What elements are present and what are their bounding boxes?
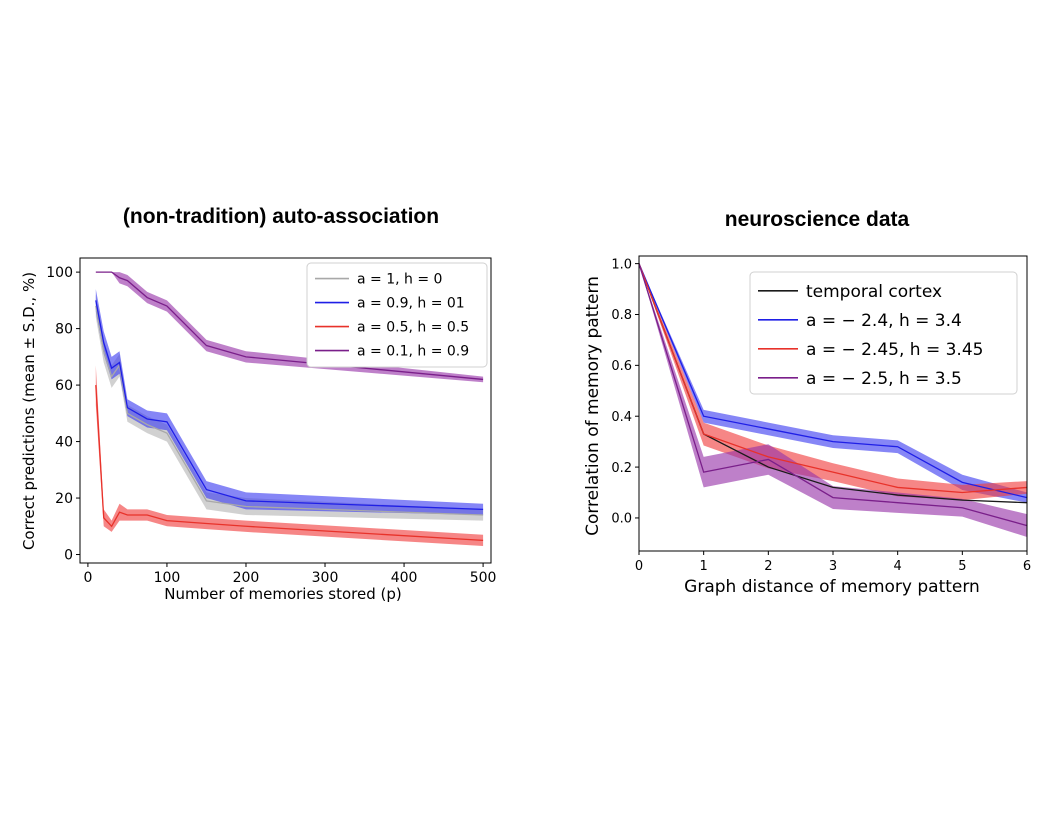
legend-label: a = 0.9, h = 01 [357, 296, 465, 312]
y-tick-label: 60 [55, 378, 73, 394]
x-tick-label: 2 [764, 559, 772, 574]
x-tick-label: 4 [894, 559, 902, 574]
chart-right: neuroscience data 0 1 2 3 4 5 6 0.0 0.2 0.4 0.6 0.8… [583, 208, 1031, 597]
legend-label: a = − 2.45, h = 3.45 [806, 340, 983, 360]
y-tick-label: 20 [55, 491, 73, 507]
y-axis-label: Correlation of memory pattern [583, 276, 603, 536]
legend-label: a = − 2.5, h = 3.5 [806, 369, 962, 389]
x-tick-label: 0 [635, 559, 643, 574]
y-tick-label: 100 [46, 265, 73, 281]
y-tick-label: 0 [64, 548, 73, 564]
series-line-1 [638, 263, 1028, 499]
legend: a = 1, h = 0 a = 0.9, h = 01 a = 0.5, h = … [306, 262, 488, 368]
plot-frame [79, 257, 492, 564]
x-axis-label: Number of memories stored (p) [164, 585, 401, 603]
y-tick-label: 0.2 [611, 461, 632, 476]
series-line-3 [95, 271, 484, 381]
x-tick-label: 400 [391, 570, 418, 586]
x-tick-label: 0 [83, 570, 92, 586]
series-line-1 [95, 300, 484, 510]
y-tick-label: 0.4 [611, 410, 632, 425]
y-tick-label: 0.8 [611, 308, 632, 323]
y-tick-label: 40 [55, 435, 73, 451]
y-tick-label: 0.0 [611, 512, 632, 527]
legend-label: a = 0.1, h = 0.9 [357, 344, 469, 360]
x-tick-label: 200 [233, 570, 260, 586]
x-tick-label: 500 [470, 570, 497, 586]
x-tick-label: 5 [958, 559, 966, 574]
chart-title: neuroscience data [725, 208, 910, 231]
chart-left: (non-tradition) auto-association 0 100 200… [20, 205, 496, 603]
series-line-3 [638, 263, 1028, 527]
chart-title: (non-tradition) auto-association [123, 205, 439, 228]
legend-label: a = − 2.4, h = 3.4 [806, 311, 962, 331]
x-tick-label: 1 [700, 559, 708, 574]
series-band-3 [95, 272, 484, 383]
y-tick-label: 0.6 [611, 359, 632, 374]
legend: temporal cortex a = − 2.4, h = 3.4 a = − 2… [749, 271, 1018, 395]
series-band-3 [639, 263, 1027, 538]
x-tick-label: 100 [154, 570, 181, 586]
y-tick-label: 80 [55, 322, 73, 338]
y-axis-label: Correct predictions (mean ± S.D., %) [20, 272, 38, 550]
x-tick-label: 300 [312, 570, 339, 586]
y-tick-label: 1.0 [611, 257, 632, 272]
legend-label: a = 0.5, h = 0.5 [357, 320, 469, 336]
legend-label: a = 1, h = 0 [357, 272, 442, 288]
series-line-0 [95, 305, 484, 516]
legend-label: temporal cortex [806, 282, 942, 302]
series-line-2 [95, 385, 484, 542]
x-axis-label: Graph distance of memory pattern [684, 577, 980, 597]
series-band-2 [639, 263, 1027, 501]
series-line-2 [638, 263, 1028, 494]
x-tick-label: 6 [1023, 559, 1031, 574]
series-band-1 [95, 289, 484, 515]
legend-box [306, 262, 488, 368]
legend-box [749, 271, 1018, 395]
x-tick-label: 3 [829, 559, 837, 574]
